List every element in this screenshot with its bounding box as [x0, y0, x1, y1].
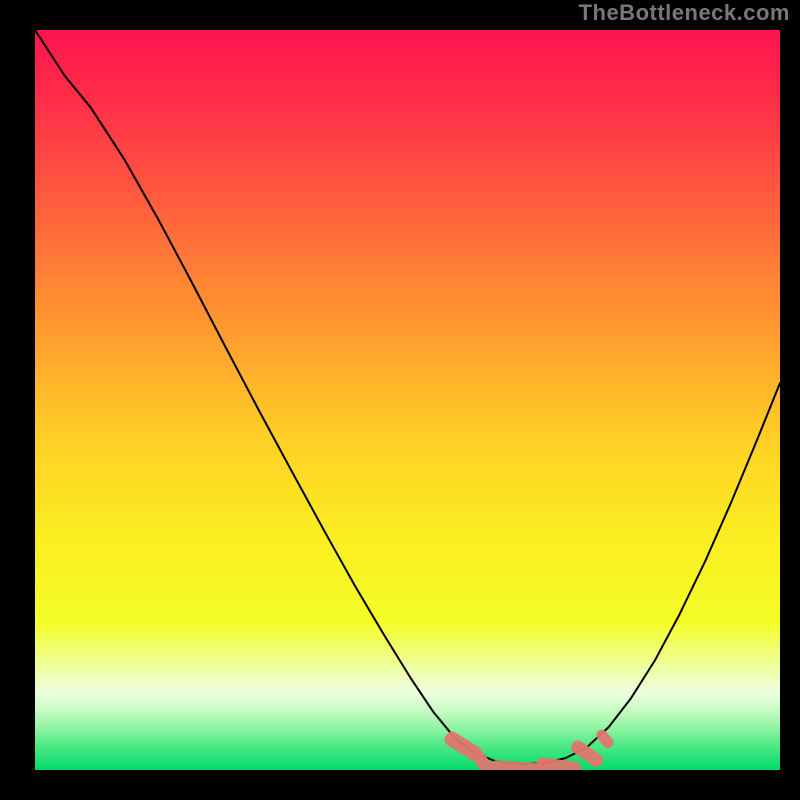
gradient-background — [35, 30, 780, 770]
bottleneck-chart-svg — [35, 30, 780, 770]
watermark-text: TheBottleneck.com — [579, 0, 790, 26]
plot-area — [35, 30, 780, 770]
chart-container: TheBottleneck.com — [0, 0, 800, 800]
